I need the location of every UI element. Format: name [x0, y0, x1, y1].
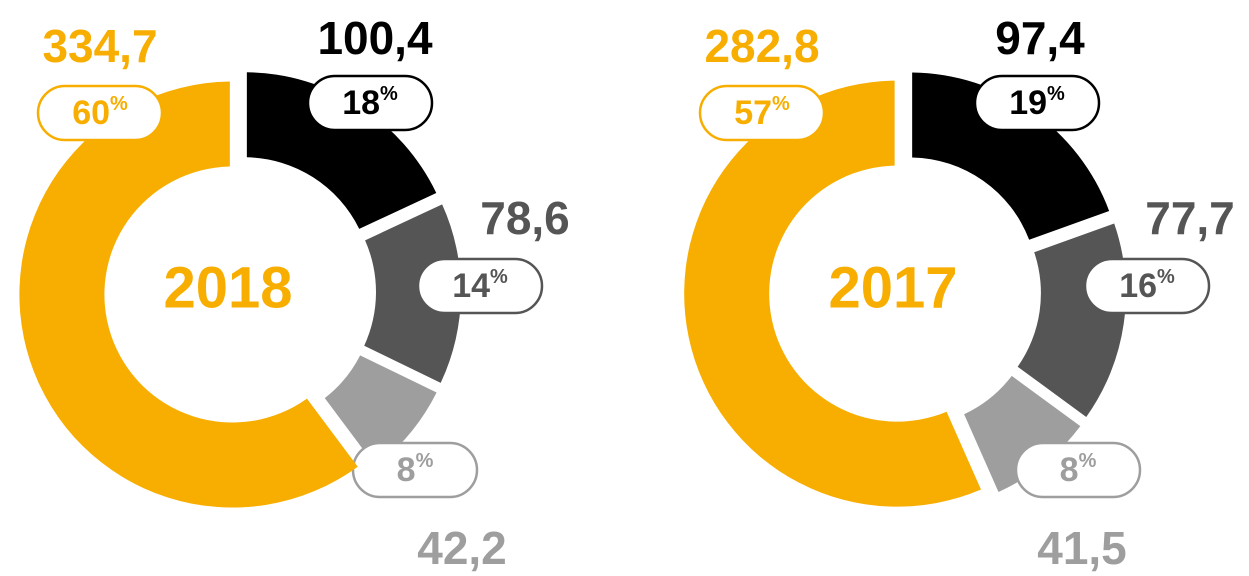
value-label: 42,2 — [417, 522, 507, 574]
percent-pill — [306, 74, 434, 132]
percent-label: 18% — [342, 83, 398, 122]
percent-sign: % — [1157, 266, 1175, 288]
value-label: 100,4 — [317, 12, 433, 64]
donut-segment — [684, 80, 981, 507]
center-label: 2017 — [828, 255, 957, 320]
percent-pill — [36, 84, 164, 142]
percent-pill — [973, 74, 1101, 132]
percent-label: 19% — [1009, 83, 1065, 122]
percent-value: 16 — [1119, 267, 1157, 305]
value-label: 282,8 — [704, 20, 819, 72]
value-label: 334,7 — [42, 20, 157, 72]
value-label: 78,6 — [480, 192, 570, 244]
value-label: 77,7 — [1145, 192, 1235, 244]
percent-label: 16% — [1119, 266, 1175, 305]
percent-sign: % — [1079, 450, 1097, 472]
donut-segment — [912, 72, 1110, 240]
percent-sign: % — [380, 83, 398, 105]
value-label: 97,4 — [995, 12, 1085, 64]
percent-label: 57% — [734, 93, 790, 132]
percent-value: 8 — [397, 451, 416, 489]
percent-sign: % — [1047, 83, 1065, 105]
percent-label: 8% — [397, 450, 434, 489]
percent-pill — [416, 257, 544, 315]
value-label: 41,5 — [1037, 522, 1127, 574]
donut-segment — [324, 355, 437, 467]
donut-segment — [19, 81, 358, 508]
percent-sign: % — [490, 266, 508, 288]
percent-sign: % — [416, 450, 434, 472]
percent-pill — [1014, 441, 1142, 499]
center-label: 2018 — [163, 255, 292, 320]
percent-pill — [698, 84, 826, 142]
percent-value: 57 — [734, 94, 772, 132]
donut-segment — [246, 72, 437, 229]
percent-label: 14% — [452, 266, 508, 305]
percent-label: 60% — [72, 93, 128, 132]
donut-segment — [1017, 223, 1126, 417]
percent-value: 8 — [1060, 451, 1079, 489]
percent-value: 14 — [452, 267, 490, 305]
donut-segment — [364, 204, 461, 383]
percent-label: 8% — [1060, 450, 1097, 489]
percent-sign: % — [110, 93, 128, 115]
percent-pill — [1083, 257, 1211, 315]
donut-segment — [964, 375, 1081, 492]
percent-value: 19 — [1009, 84, 1047, 122]
percent-value: 18 — [342, 84, 380, 122]
percent-value: 60 — [72, 94, 110, 132]
percent-sign: % — [772, 93, 790, 115]
